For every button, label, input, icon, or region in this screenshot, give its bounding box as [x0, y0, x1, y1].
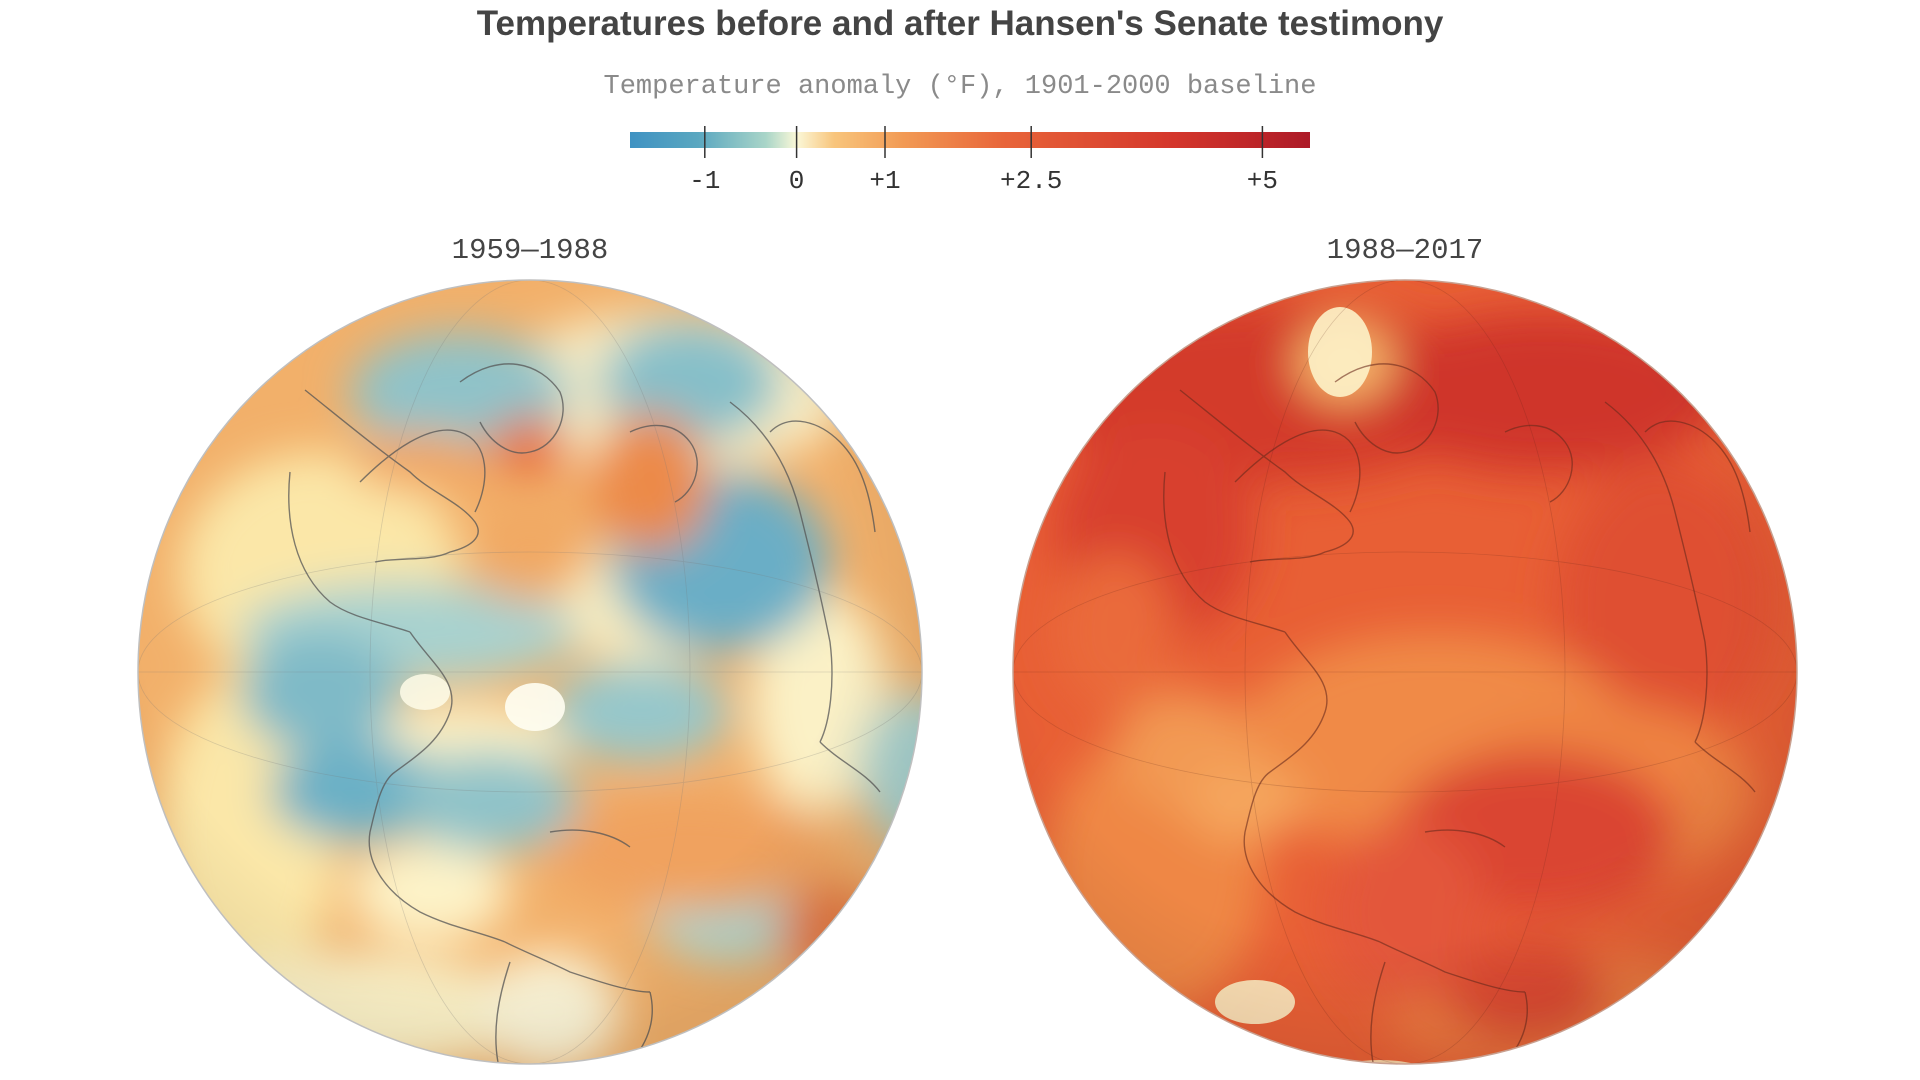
legend-tick-label: +1	[869, 166, 900, 196]
panel-title-1988-2017: 1988—2017	[1326, 234, 1484, 267]
chart-title: Temperatures before and after Hansen's S…	[476, 4, 1444, 43]
globe-1988-2017	[1012, 279, 1798, 1065]
globe-1959-1988	[137, 279, 923, 1065]
legend-tick-label: +2.5	[1000, 166, 1062, 196]
color-legend: -1 0 +1 +2.5 +5	[630, 126, 1310, 196]
legend-tick-label: +5	[1247, 166, 1278, 196]
legend-tick-label: 0	[789, 166, 805, 196]
legend-tick-label: -1	[689, 166, 720, 196]
legend-title: Temperature anomaly (°F), 1901-2000 base…	[603, 72, 1317, 102]
panel-title-1959-1988: 1959—1988	[451, 234, 609, 267]
legend-color-bar	[630, 132, 1310, 148]
